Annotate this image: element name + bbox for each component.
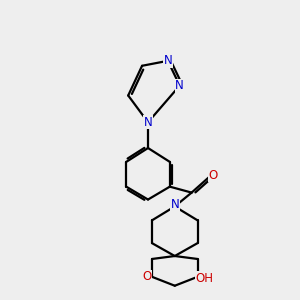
Text: O: O: [208, 169, 217, 182]
Text: O: O: [142, 270, 151, 283]
Text: N: N: [164, 54, 172, 67]
Text: OH: OH: [195, 272, 213, 285]
Text: N: N: [175, 79, 184, 92]
Text: N: N: [170, 199, 179, 212]
Text: N: N: [144, 116, 152, 129]
